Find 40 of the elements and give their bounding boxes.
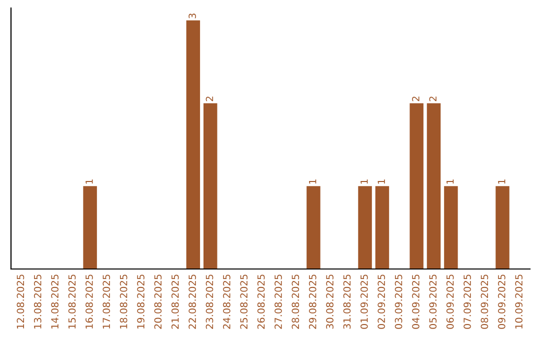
x-tick-label: 22.08.2025 [188, 274, 196, 329]
x-tick-label: 08.09.2025 [480, 274, 488, 329]
x-tick-label: 13.08.2025 [34, 274, 42, 328]
x-tick-label: 12.08.2025 [16, 274, 24, 328]
x-tick-label: 04.09.2025 [412, 274, 420, 329]
data-label: 3 [188, 14, 196, 18]
x-tick-label: 21.08.2025 [171, 274, 179, 329]
x-tick-label: 06.09.2025 [446, 274, 454, 329]
x-tick-label: 19.08.2025 [137, 274, 144, 328]
x-tick-label: 15.08.2025 [68, 274, 76, 328]
x-tick-label: 23.08.2025 [206, 274, 214, 329]
x-tick-label: 29.08.2025 [308, 274, 316, 329]
x-tick-label: 17.08.2025 [102, 274, 110, 328]
x-tick-label: 16.08.2025 [86, 274, 93, 328]
x-tick-label: 03.09.2025 [394, 274, 402, 329]
x-tick-label: 25.08.2025 [240, 274, 248, 329]
x-tick-label: 14.08.2025 [51, 274, 59, 328]
data-label: 1 [446, 179, 454, 184]
data-label: 1 [86, 179, 93, 184]
x-tick-label: 27.08.2025 [274, 274, 282, 329]
data-label: 1 [309, 179, 316, 184]
x-tick-label: 09.09.2025 [498, 274, 506, 329]
data-label: 2 [412, 96, 420, 102]
x-tick-label: 26.08.2025 [257, 274, 265, 329]
data-label: 1 [360, 179, 368, 184]
x-tick-label: 02.09.2025 [378, 274, 386, 329]
x-tick-label: 30.08.2025 [326, 274, 334, 329]
x-tick-label: 10.09.2025 [515, 274, 523, 328]
x-tick-label: 05.09.2025 [429, 274, 437, 329]
data-label: 2 [206, 96, 214, 102]
x-tick-label: 28.08.2025 [292, 274, 300, 329]
x-tick-label: 01.09.2025 [360, 274, 368, 329]
x-tick-label: 07.09.2025 [464, 274, 471, 329]
x-tick-label: 24.08.2025 [223, 274, 230, 329]
data-label: 2 [429, 96, 436, 102]
data-label: 1 [498, 179, 506, 184]
x-tick-label: 20.08.2025 [154, 274, 162, 329]
x-tick-label: 18.08.2025 [120, 274, 128, 328]
x-tick-label: 31.08.2025 [343, 274, 351, 329]
data-label: 1 [378, 179, 385, 184]
